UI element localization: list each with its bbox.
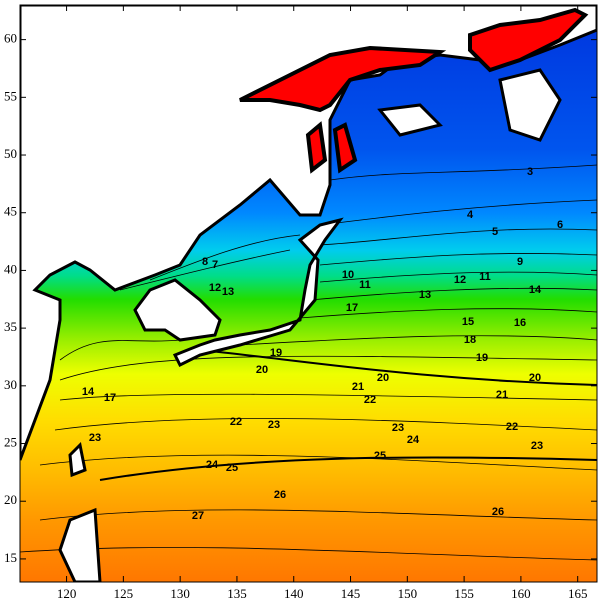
frame	[19, 4, 598, 583]
contour-label: 11	[359, 279, 371, 291]
contour-label: 5	[492, 226, 498, 238]
contour-label: 23	[89, 432, 101, 444]
contour-label: 26	[274, 489, 286, 501]
x-tick-label: 160	[511, 586, 531, 601]
y-tick-label: 55	[4, 88, 17, 103]
contour-label: 25	[374, 450, 386, 462]
contour-label: 13	[222, 286, 234, 298]
ice	[239, 7, 589, 174]
contour-label: 6	[557, 219, 563, 231]
contour-label: 25	[226, 462, 238, 474]
contour-label: 26	[492, 506, 504, 518]
y-tick-label: 20	[4, 492, 17, 507]
contour-label: 24	[206, 459, 219, 471]
contour-label: 21	[352, 381, 364, 393]
contour-label: 20	[377, 372, 389, 384]
contour-label: 14	[529, 284, 542, 296]
contour-label: 21	[496, 389, 508, 401]
contour-label: 11	[479, 271, 491, 283]
x-tick-label: 135	[227, 586, 247, 601]
y-tick-label: 25	[4, 435, 17, 450]
x-tick-label: 140	[284, 586, 304, 601]
x-tick-label: 130	[170, 586, 190, 601]
x-tick-label: 155	[454, 586, 474, 601]
contour-label: 22	[364, 394, 376, 406]
contour-label: 14	[82, 386, 95, 398]
contour-label: 24	[407, 434, 420, 446]
contour-label: 4	[467, 209, 474, 221]
contour-label: 27	[192, 510, 204, 522]
x-tick-label: 165	[568, 586, 588, 601]
contour-label: 20	[256, 364, 268, 376]
contour-label: 12	[209, 282, 221, 294]
contour-label: 16	[514, 317, 526, 329]
y-tick-label: 30	[4, 377, 17, 392]
x-tick-label: 145	[341, 586, 361, 601]
contour-label: 23	[268, 419, 280, 431]
contour-label: 22	[230, 416, 242, 428]
contour-label: 17	[104, 392, 116, 404]
x-tick-label: 120	[57, 586, 77, 601]
land	[20, 5, 597, 582]
y-tick-label: 40	[4, 261, 17, 276]
contour-label: 19	[270, 347, 282, 359]
x-tick-label: 125	[114, 586, 134, 601]
x-tick-label: 150	[398, 586, 418, 601]
contour-label: 17	[346, 302, 358, 314]
contour-label: 22	[506, 421, 518, 433]
contour-label: 20	[529, 372, 541, 384]
contour-label: 3	[527, 166, 533, 178]
y-tick-label: 35	[4, 319, 17, 334]
contour-label: 9	[517, 256, 523, 268]
contour-label: 10	[342, 269, 354, 281]
contour-label: 15	[462, 316, 474, 328]
contour-label: 19	[476, 352, 488, 364]
contour-label: 23	[392, 422, 404, 434]
contour-label: 13	[419, 289, 431, 301]
contour-label: 12	[454, 274, 466, 286]
contour-label: 8	[202, 256, 208, 268]
contours	[20, 164, 597, 561]
map-area	[20, 5, 597, 582]
y-tick-label: 50	[4, 146, 17, 161]
thick-contours	[99, 349, 597, 481]
contour-label: 18	[464, 334, 476, 346]
contour-label: 7	[212, 259, 218, 271]
y-tick-label: 45	[4, 204, 17, 219]
y-tick-label: 60	[4, 31, 17, 46]
contour-label: 23	[531, 440, 543, 452]
y-tick-label: 15	[4, 550, 17, 565]
